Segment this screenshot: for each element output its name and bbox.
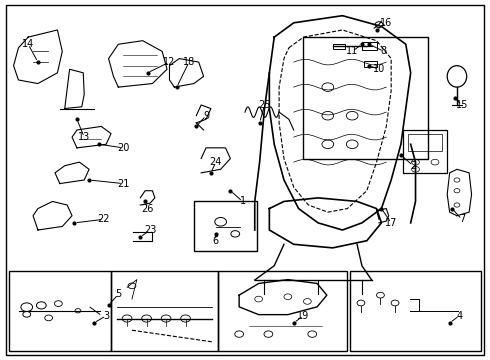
- Bar: [408, 134, 442, 152]
- Text: 23: 23: [144, 225, 156, 235]
- Text: 12: 12: [163, 57, 176, 67]
- Bar: [303, 37, 428, 158]
- Bar: [9, 271, 111, 351]
- Text: 2: 2: [410, 161, 416, 171]
- Text: 1: 1: [240, 197, 245, 206]
- Bar: [111, 271, 218, 351]
- Text: 16: 16: [380, 18, 392, 28]
- Text: 26: 26: [142, 203, 154, 213]
- Text: 25: 25: [258, 100, 271, 110]
- Bar: [333, 44, 345, 49]
- Bar: [218, 271, 347, 351]
- Text: 3: 3: [103, 311, 109, 321]
- Text: 24: 24: [210, 157, 222, 167]
- Bar: [362, 42, 376, 50]
- Bar: [365, 61, 376, 67]
- Text: 17: 17: [385, 218, 397, 228]
- Text: 15: 15: [456, 100, 468, 110]
- Text: 18: 18: [183, 57, 195, 67]
- Text: 21: 21: [117, 179, 129, 189]
- Text: 4: 4: [456, 311, 463, 321]
- Text: 11: 11: [346, 46, 358, 57]
- Bar: [350, 271, 481, 351]
- Text: 19: 19: [297, 311, 310, 321]
- Bar: [194, 202, 257, 251]
- Text: 7: 7: [459, 214, 465, 224]
- Text: 10: 10: [373, 64, 385, 74]
- Text: 22: 22: [98, 214, 110, 224]
- Text: 6: 6: [213, 236, 219, 246]
- Text: 13: 13: [78, 132, 90, 142]
- Text: 9: 9: [203, 111, 209, 121]
- Text: 5: 5: [115, 289, 122, 299]
- Text: 14: 14: [22, 39, 34, 49]
- Text: 8: 8: [381, 46, 387, 57]
- Text: 20: 20: [117, 143, 129, 153]
- Bar: [403, 130, 447, 173]
